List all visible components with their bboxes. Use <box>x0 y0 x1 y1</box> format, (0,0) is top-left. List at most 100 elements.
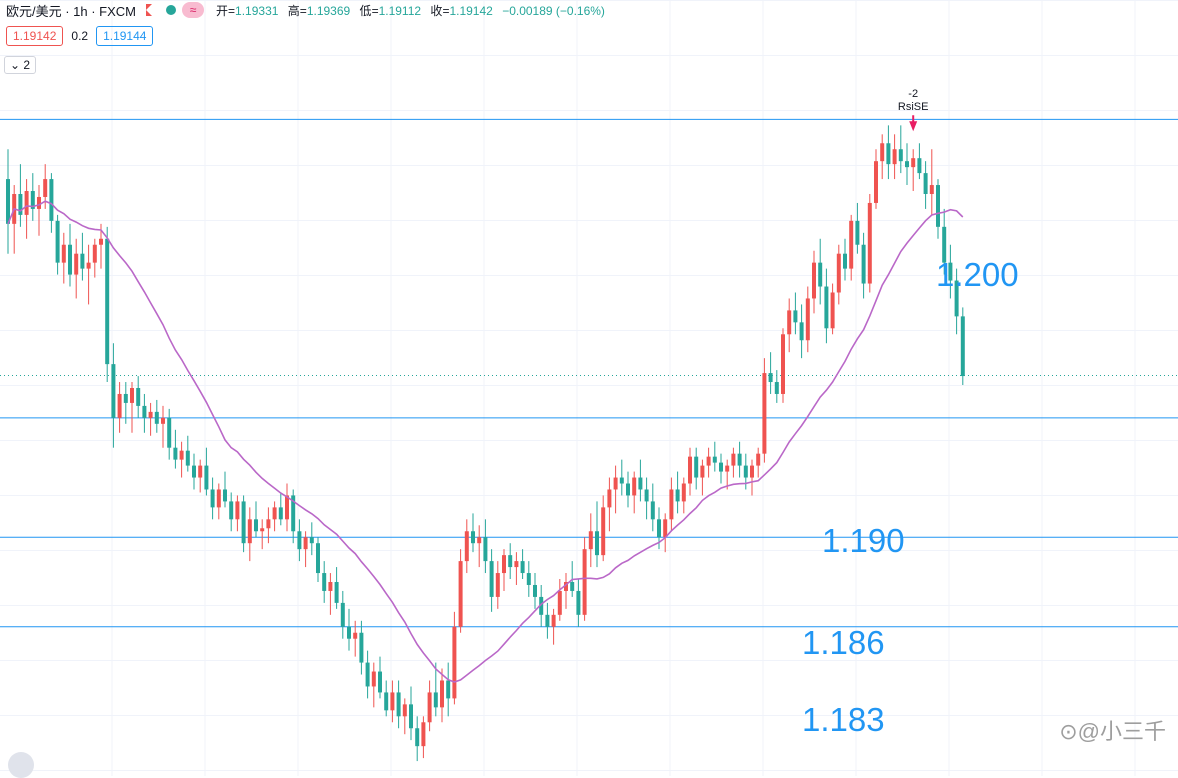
candle-body <box>433 692 438 708</box>
chart-header: 欧元/美元 · 1h · FXCM ≈ 开=1.19331 高=1.19369 … <box>6 0 611 20</box>
candle-body <box>657 519 661 538</box>
candle-body <box>483 537 488 562</box>
candle-body <box>880 143 885 162</box>
candle-body <box>254 519 258 532</box>
candle-body <box>706 456 711 466</box>
buy-price-button[interactable]: 1.19144 <box>96 26 154 46</box>
candle-body <box>781 334 785 394</box>
candle-body <box>688 456 692 484</box>
candle-body <box>210 489 215 508</box>
close-value: 1.19142 <box>449 3 493 18</box>
candle-body <box>427 692 432 723</box>
candle-body <box>272 507 277 520</box>
candle-body <box>489 561 494 597</box>
symbol-label[interactable]: 欧元/美元 · 1h · FXCM <box>6 3 137 19</box>
candle-body <box>80 253 85 269</box>
candle-body <box>452 626 457 699</box>
candle-body <box>533 584 537 597</box>
candle-body <box>92 244 97 263</box>
candle-body <box>173 447 178 460</box>
candle-body <box>588 531 593 550</box>
candle-body <box>663 519 668 538</box>
candle-body <box>303 537 308 550</box>
candle-body <box>564 582 568 591</box>
candle-body <box>415 728 420 747</box>
candle-body <box>607 489 612 508</box>
candle-body <box>285 495 289 520</box>
candle-body <box>477 537 482 544</box>
candle-body <box>905 161 909 168</box>
candle-body <box>161 417 165 424</box>
candle-body <box>669 489 674 520</box>
candle-body <box>353 632 358 639</box>
candle-body <box>378 671 382 693</box>
candle-body <box>545 614 550 627</box>
candle-body <box>371 671 376 687</box>
candle-body <box>551 614 556 627</box>
candle-body <box>204 465 209 490</box>
tradingview-logo-icon[interactable] <box>8 752 34 778</box>
candle-body <box>458 561 463 627</box>
candle-body <box>359 632 364 663</box>
candle-body <box>421 722 426 747</box>
candle-body <box>898 149 903 162</box>
sell-price-button[interactable]: 1.19142 <box>6 26 64 46</box>
candle-body <box>142 405 147 418</box>
candle-body <box>409 704 413 729</box>
candle-body <box>613 477 618 490</box>
candle-body <box>43 179 48 197</box>
candle-body <box>334 582 339 603</box>
candle-body <box>247 519 252 544</box>
candle-body <box>849 220 854 269</box>
signal-arrow-icon <box>909 115 918 132</box>
candle-body <box>725 465 730 472</box>
compare-icon[interactable]: ≈ <box>182 2 205 18</box>
indicator-collapse-button[interactable]: ⌄ 2 <box>4 56 37 74</box>
candle-body <box>502 555 506 574</box>
candle-body <box>886 143 891 165</box>
open-value: 1.19331 <box>235 3 279 18</box>
candle-body <box>446 680 451 699</box>
candle-body <box>582 549 587 615</box>
candle-body <box>595 531 599 556</box>
candle-body <box>55 220 60 263</box>
candle-body <box>917 158 922 174</box>
candle-body <box>185 450 190 466</box>
candle-body <box>719 462 723 472</box>
candle-body <box>675 489 680 502</box>
candle-body <box>241 501 246 544</box>
candle-body <box>297 531 302 550</box>
quote-row: 1.19142 0.2 1.19144 <box>6 26 154 46</box>
candle-body <box>867 202 872 284</box>
candle-body <box>799 322 804 341</box>
candle-body <box>111 364 116 418</box>
signal-label-top: -2 <box>908 88 918 100</box>
flag-icon[interactable] <box>146 4 153 16</box>
candle-body <box>818 262 823 287</box>
candle-body <box>440 680 444 708</box>
candle-body <box>74 253 79 275</box>
candle-body <box>960 316 965 377</box>
candle-body <box>948 262 953 281</box>
candle-body <box>68 244 72 275</box>
candle-body <box>601 507 606 556</box>
candle-body <box>508 555 513 568</box>
candle-body <box>936 185 940 227</box>
candle-body <box>731 453 736 466</box>
candle-body <box>743 465 748 478</box>
candle-body <box>836 253 841 293</box>
candle-body <box>471 531 475 544</box>
candle-body <box>260 528 265 532</box>
change-value: −0.00189 (−0.16%) <box>502 3 605 18</box>
candle-body <box>130 388 134 403</box>
candle-body <box>278 507 283 520</box>
candle-body <box>390 692 395 711</box>
candle-body <box>737 453 742 466</box>
candle-body <box>768 373 773 383</box>
candle-body <box>793 310 798 323</box>
candle-body <box>694 456 699 478</box>
candle-body <box>136 388 141 406</box>
moving-average-line <box>7 200 964 683</box>
level-label-1200: 1.200 <box>936 256 1019 293</box>
